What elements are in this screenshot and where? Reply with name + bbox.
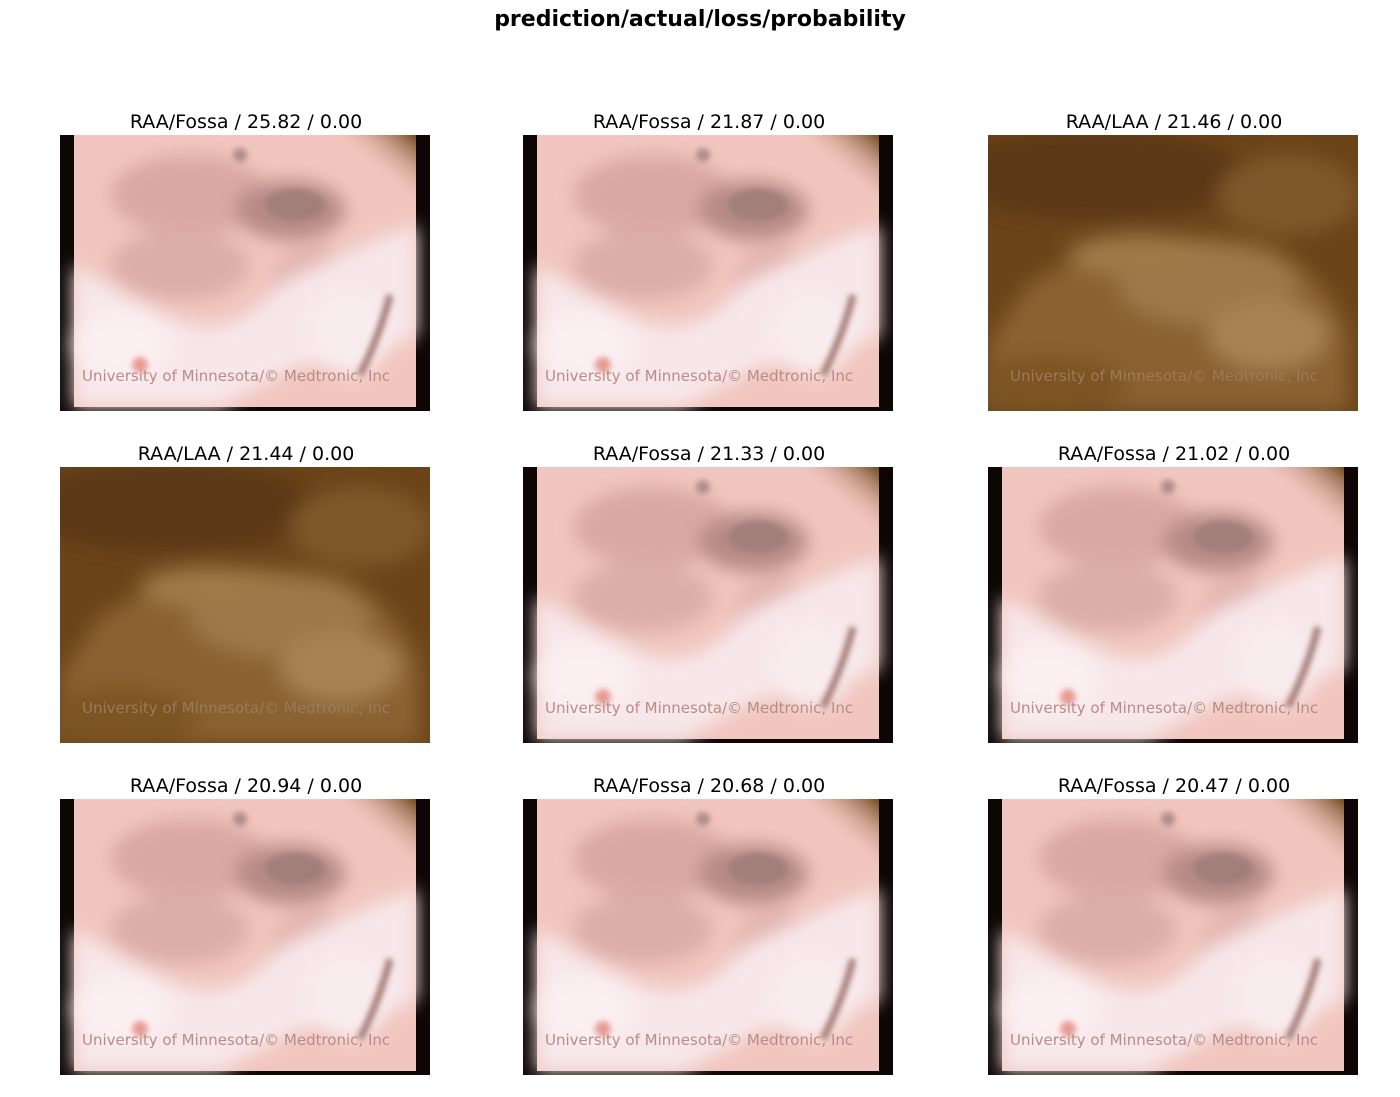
endoscopy-image: University of Minnesota/© Medtronic, Inc xyxy=(988,467,1358,743)
endoscopy-frame: University of Minnesota/© Medtronic, Inc xyxy=(523,135,893,411)
endoscopy-frame: University of Minnesota/© Medtronic, Inc xyxy=(988,799,1358,1075)
panel-title: RAA/LAA / 21.46 / 0.00 xyxy=(1065,111,1283,133)
endoscopy-frame: University of Minnesota/© Medtronic, Inc xyxy=(523,799,893,1075)
endoscopy-image: University of Minnesota/© Medtronic, Inc xyxy=(988,799,1358,1075)
endoscopy-frame: University of Minnesota/© Medtronic, Inc xyxy=(60,467,430,743)
endoscopy-frame: University of Minnesota/© Medtronic, Inc xyxy=(60,135,430,411)
endoscopy-image: University of Minnesota/© Medtronic, Inc xyxy=(523,799,893,1075)
image-watermark: University of Minnesota/© Medtronic, Inc xyxy=(545,1031,853,1049)
image-watermark: University of Minnesota/© Medtronic, Inc xyxy=(1010,367,1318,385)
image-watermark: University of Minnesota/© Medtronic, Inc xyxy=(82,367,390,385)
image-watermark: University of Minnesota/© Medtronic, Inc xyxy=(1010,699,1318,717)
endoscopy-frame: University of Minnesota/© Medtronic, Inc xyxy=(988,135,1358,411)
image-watermark: University of Minnesota/© Medtronic, Inc xyxy=(82,699,390,717)
panel-title: RAA/Fossa / 21.02 / 0.00 xyxy=(1057,443,1291,465)
endoscopy-image: University of Minnesota/© Medtronic, Inc xyxy=(523,135,893,411)
panel-title: RAA/Fossa / 20.47 / 0.00 xyxy=(1057,775,1291,797)
endoscopy-frame: University of Minnesota/© Medtronic, Inc xyxy=(523,467,893,743)
panel-title: RAA/Fossa / 21.33 / 0.00 xyxy=(592,443,826,465)
endoscopy-image: University of Minnesota/© Medtronic, Inc xyxy=(60,135,430,411)
endoscopy-frame: University of Minnesota/© Medtronic, Inc xyxy=(988,467,1358,743)
panel-title: RAA/Fossa / 20.68 / 0.00 xyxy=(592,775,826,797)
endoscopy-image: University of Minnesota/© Medtronic, Inc xyxy=(60,799,430,1075)
endoscopy-image: University of Minnesota/© Medtronic, Inc xyxy=(60,467,430,743)
image-watermark: University of Minnesota/© Medtronic, Inc xyxy=(1010,1031,1318,1049)
endoscopy-image: University of Minnesota/© Medtronic, Inc xyxy=(523,467,893,743)
panel-title: RAA/Fossa / 25.82 / 0.00 xyxy=(129,111,363,133)
endoscopy-image: University of Minnesota/© Medtronic, Inc xyxy=(988,135,1358,411)
image-watermark: University of Minnesota/© Medtronic, Inc xyxy=(545,367,853,385)
endoscopy-frame: University of Minnesota/© Medtronic, Inc xyxy=(60,799,430,1075)
panel-title: RAA/LAA / 21.44 / 0.00 xyxy=(137,443,355,465)
panel-title: RAA/Fossa / 21.87 / 0.00 xyxy=(592,111,826,133)
image-watermark: University of Minnesota/© Medtronic, Inc xyxy=(545,699,853,717)
panel-title: RAA/Fossa / 20.94 / 0.00 xyxy=(129,775,363,797)
image-watermark: University of Minnesota/© Medtronic, Inc xyxy=(82,1031,390,1049)
figure-title: prediction/actual/loss/probability xyxy=(494,7,906,32)
